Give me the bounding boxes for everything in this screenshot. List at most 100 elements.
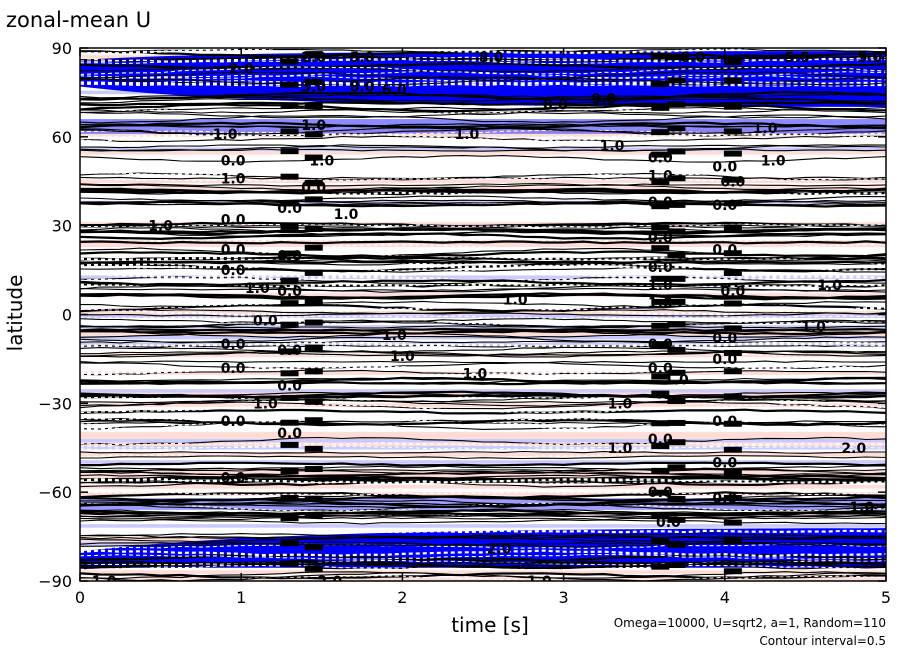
contour-cluster xyxy=(280,277,299,284)
contour-line xyxy=(80,450,886,454)
contour-cluster xyxy=(280,321,299,328)
shade-band xyxy=(80,389,886,393)
shade-band xyxy=(80,485,886,489)
contour-line xyxy=(80,422,886,432)
contour-line xyxy=(80,93,886,99)
contour-line xyxy=(80,360,886,364)
shade-band xyxy=(80,442,886,446)
contour-cluster xyxy=(651,373,670,380)
contour-cluster xyxy=(667,77,686,84)
contour-line xyxy=(80,350,886,357)
contour-line xyxy=(80,274,886,282)
contour-cluster xyxy=(667,54,686,61)
y-tick-label: −60 xyxy=(38,483,72,502)
contour-line xyxy=(80,315,886,319)
contour-line xyxy=(80,225,886,230)
contour-label: 1.0 xyxy=(92,574,117,590)
contour-cluster xyxy=(667,298,686,305)
contour-cluster xyxy=(723,368,742,375)
contour-line xyxy=(80,477,886,485)
contour-label: 0.0 xyxy=(221,470,246,486)
plot-area: 2.0 5.0 8.0 8.0 5.0 5.02.03.0 8.0 6.09.00.01.01… xyxy=(38,39,891,607)
contour-line xyxy=(80,240,886,245)
contour-label: 1.0 xyxy=(817,278,842,294)
contour-cluster xyxy=(723,470,742,477)
contour-cluster xyxy=(280,102,299,109)
contour-cluster xyxy=(304,544,323,551)
contour-cluster xyxy=(280,560,299,567)
contour-line xyxy=(80,542,886,547)
contour-line xyxy=(80,158,886,165)
contour-cluster xyxy=(723,200,742,207)
contour-cluster xyxy=(304,445,323,452)
contour-cluster xyxy=(667,275,686,282)
contour-line xyxy=(80,401,886,410)
contour-label: 0.0 xyxy=(221,213,246,229)
contour-cluster xyxy=(667,148,686,155)
contour-line xyxy=(80,561,886,565)
contour-cluster xyxy=(280,250,299,257)
contour-line xyxy=(80,183,886,187)
contour-cluster xyxy=(651,203,670,210)
contour-cluster xyxy=(667,125,686,132)
contour-line xyxy=(80,65,886,73)
contour-cluster xyxy=(280,419,299,426)
contour-label: 0.0 xyxy=(712,414,737,430)
contour-cluster xyxy=(304,269,323,276)
contour-line xyxy=(80,329,886,336)
contour-line xyxy=(80,549,886,558)
contour-cluster xyxy=(723,393,742,400)
contour-cluster xyxy=(304,244,323,251)
shade-band xyxy=(80,310,886,315)
contour-line xyxy=(80,325,886,329)
x-tick-label: 2 xyxy=(397,588,407,607)
contour-cluster xyxy=(651,52,670,59)
x-tick-label: 0 xyxy=(75,588,85,607)
shade-band xyxy=(80,431,886,436)
contour-cluster xyxy=(280,223,299,230)
x-tick-label: 1 xyxy=(236,588,246,607)
contour-cluster xyxy=(280,540,299,547)
contour-cluster xyxy=(723,128,742,135)
contour-line xyxy=(80,465,886,471)
contour-label: 0.0 xyxy=(648,151,673,167)
contour-line xyxy=(80,376,886,386)
contour-cluster xyxy=(280,300,299,307)
contour-line xyxy=(80,55,886,62)
contour-line xyxy=(80,474,886,482)
contour-line xyxy=(80,534,886,541)
contour-cluster xyxy=(304,495,323,502)
shade-band xyxy=(80,151,886,155)
contour-cluster xyxy=(304,103,323,110)
contour-cluster xyxy=(723,176,742,183)
contour-label: 2.0 xyxy=(487,541,512,557)
contour-cluster xyxy=(651,151,670,158)
contour-cluster xyxy=(723,325,742,332)
contour-label: 0.0 xyxy=(543,97,568,113)
shade-band xyxy=(80,179,886,184)
contour-cluster xyxy=(723,495,742,502)
contour-label: 0.0 xyxy=(720,284,745,300)
contour-line xyxy=(80,533,886,538)
contour-line xyxy=(80,74,886,82)
contour-label: 1.0 xyxy=(849,500,874,516)
contour-label: 0.0 xyxy=(277,379,302,395)
chart-title: zonal-mean U xyxy=(6,8,151,32)
contour-cluster xyxy=(651,224,670,231)
contour-label: 0.0 xyxy=(648,195,673,211)
contour-line xyxy=(80,491,886,496)
contour-label: 1.0 xyxy=(309,154,334,170)
contour-label: 1.0 xyxy=(253,396,278,412)
contour-cluster xyxy=(651,104,670,111)
contour-line xyxy=(80,321,886,327)
contour-label: 1.0 xyxy=(390,349,415,365)
shade-band xyxy=(80,332,886,336)
shade-band xyxy=(80,570,886,574)
contour-label: 0.0 xyxy=(221,361,246,377)
contour-line xyxy=(80,320,886,328)
contour-label: 8.0 xyxy=(350,80,375,96)
contour-cluster xyxy=(723,250,742,257)
contour-line xyxy=(80,305,886,316)
contour-cluster xyxy=(723,446,742,453)
contour-label: 0.0 xyxy=(277,284,302,300)
